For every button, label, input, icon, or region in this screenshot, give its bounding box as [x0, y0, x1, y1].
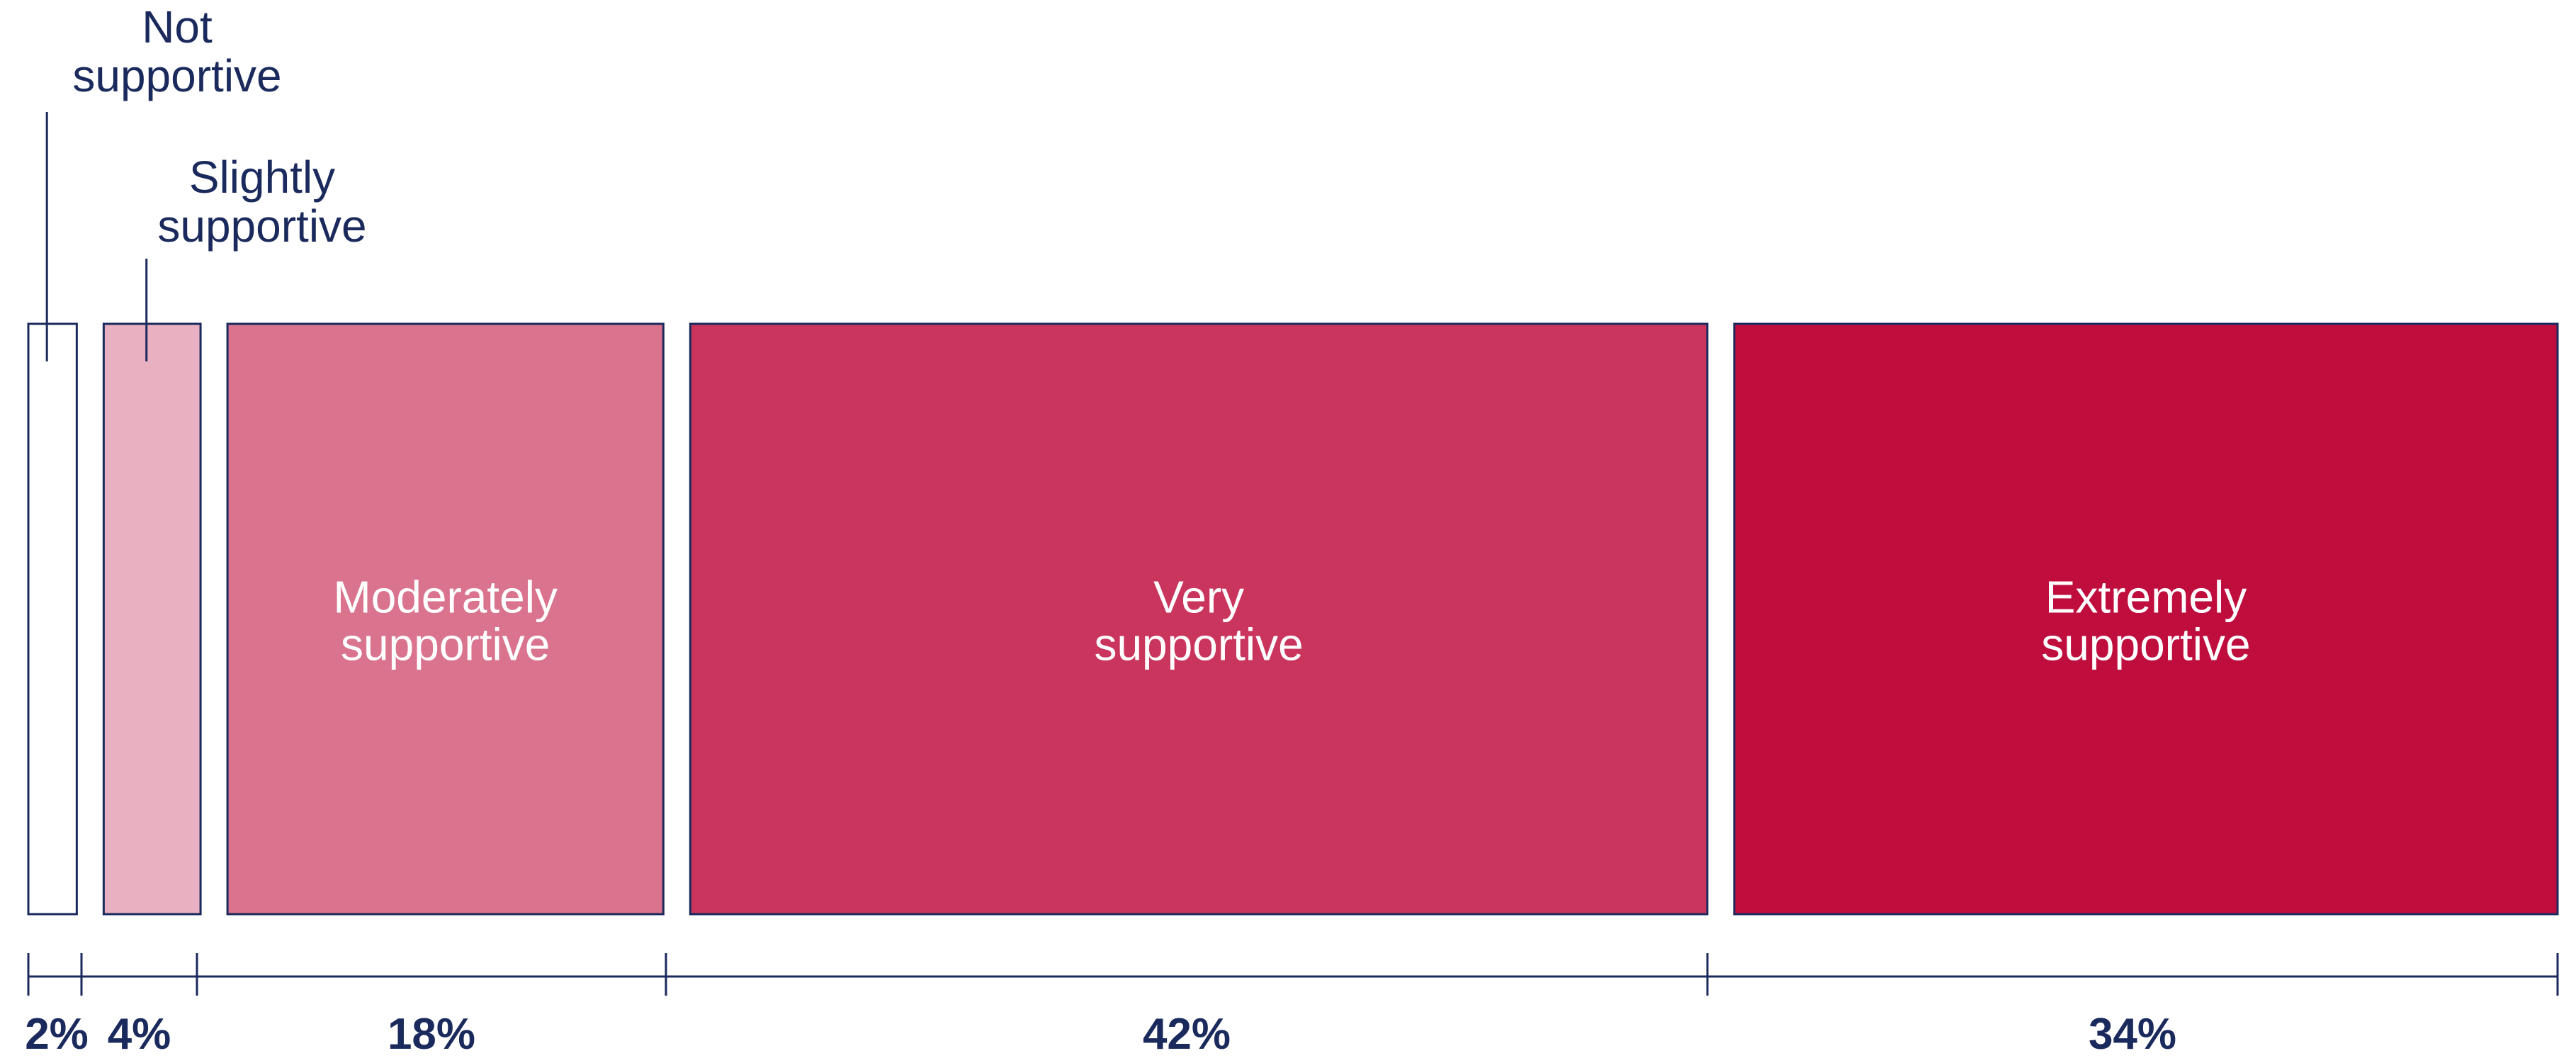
callout-label-not-supportive: Not supportive	[72, 1, 281, 101]
value-label-very-supportive: 42%	[1143, 1010, 1231, 1058]
bar-extremely-supportive	[1733, 322, 2559, 916]
bar-slightly-supportive	[102, 322, 202, 916]
bar-label-moderately-supportive: Moderately supportive	[333, 571, 558, 670]
bar-label-very-supportive: Very supportive	[1094, 571, 1303, 670]
bar-not-supportive	[27, 322, 78, 916]
value-label-slightly-supportive: 4%	[108, 1010, 171, 1058]
bar-label-extremely-supportive: Extremely supportive	[2041, 571, 2250, 670]
value-label-not-supportive: 2%	[25, 1010, 89, 1058]
bar-very-supportive	[689, 322, 1709, 916]
value-label-extremely-supportive: 34%	[2089, 1010, 2176, 1058]
callout-label-slightly-supportive: Slightly supportive	[157, 152, 366, 252]
value-label-moderately-supportive: 18%	[388, 1010, 475, 1058]
bar-moderately-supportive	[226, 322, 665, 916]
